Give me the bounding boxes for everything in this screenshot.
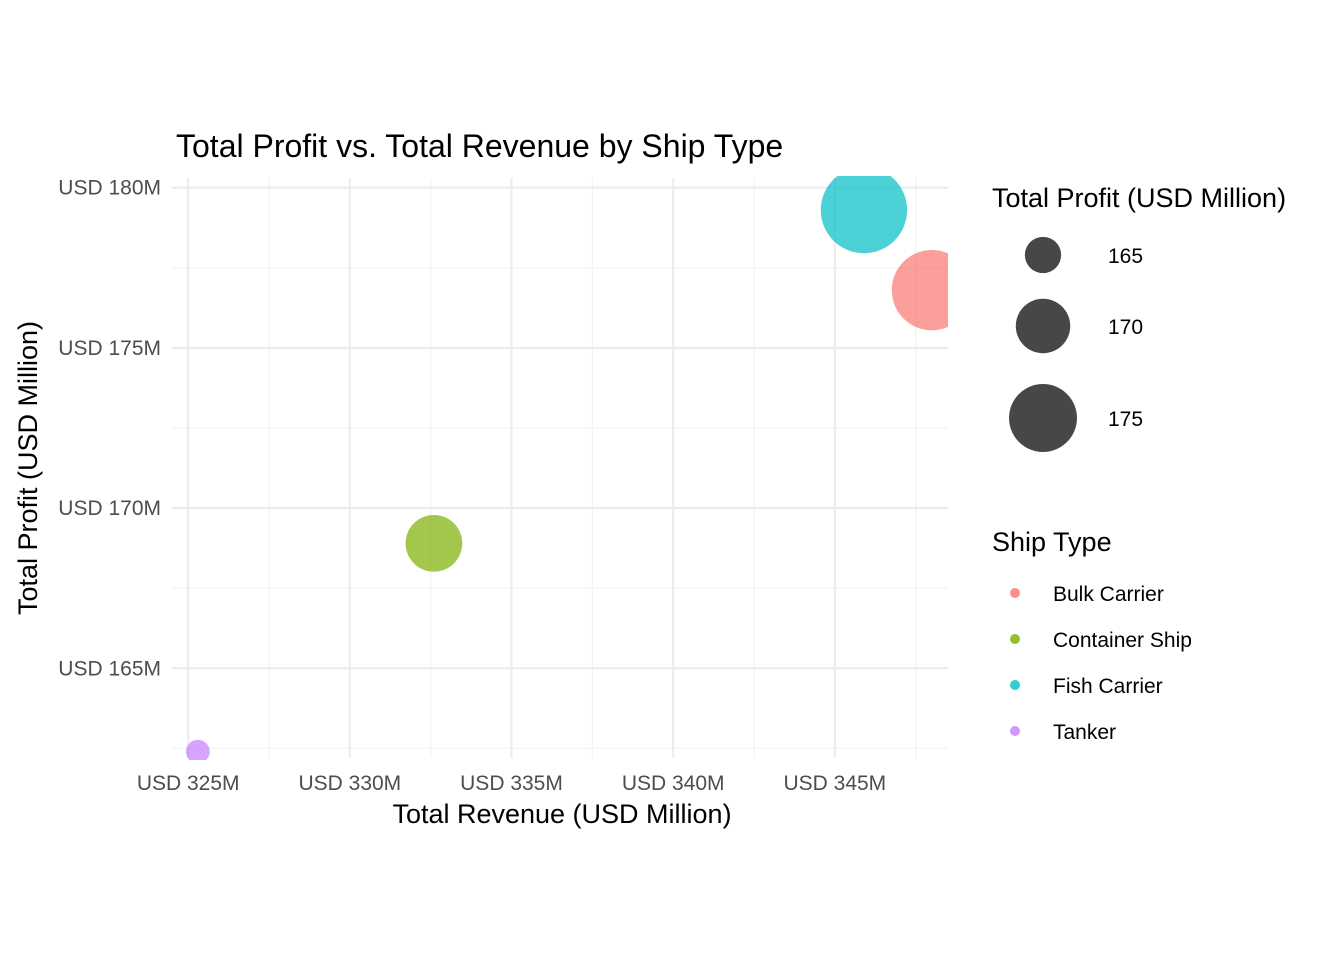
size-legend-label: 170	[1108, 316, 1143, 339]
x-tick-label: USD 345M	[783, 772, 886, 795]
size-legend: Total Profit (USD Million) 165 170 175	[992, 183, 1286, 452]
color-legend-label: Fish Carrier	[1053, 675, 1163, 698]
bubble-point[interactable]	[891, 250, 972, 331]
color-legend-key	[1010, 634, 1020, 644]
x-tick-label: USD 330M	[298, 772, 401, 795]
color-legend-key	[1010, 726, 1020, 736]
x-tick-label: USD 340M	[622, 772, 725, 795]
color-legend-key	[1010, 588, 1020, 598]
y-tick-label: USD 165M	[58, 657, 161, 680]
size-legend-key	[1015, 298, 1071, 354]
y-tick-label: USD 175M	[58, 337, 161, 360]
y-axis-ticks: USD 165M USD 170M USD 175M USD 180M	[58, 177, 161, 681]
size-legend-key	[1024, 236, 1062, 274]
color-legend-label: Tanker	[1053, 721, 1116, 744]
chart-title: Total Profit vs. Total Revenue by Ship T…	[176, 128, 783, 164]
color-legend-title: Ship Type	[992, 527, 1112, 557]
bubble-point[interactable]	[405, 514, 463, 572]
x-axis-ticks: USD 325M USD 330M USD 335M USD 340M USD 345M	[137, 772, 886, 795]
color-legend-key	[1010, 680, 1020, 690]
y-axis-title: Total Profit (USD Million)	[13, 321, 43, 615]
x-tick-label: USD 325M	[137, 772, 240, 795]
y-tick-label: USD 180M	[58, 177, 161, 200]
size-legend-title: Total Profit (USD Million)	[992, 183, 1286, 213]
bubble-point[interactable]	[186, 739, 210, 764]
color-legend-label: Bulk Carrier	[1053, 583, 1164, 606]
bubble-point[interactable]	[820, 167, 908, 254]
size-legend-label: 165	[1108, 245, 1143, 268]
color-legend: Ship Type Bulk Carrier Container Ship Fish…	[992, 527, 1192, 744]
color-legend-label: Container Ship	[1053, 629, 1192, 652]
data-points	[186, 167, 972, 764]
x-tick-label: USD 335M	[460, 772, 563, 795]
x-axis-title: Total Revenue (USD Million)	[392, 799, 731, 829]
size-legend-label: 175	[1108, 408, 1143, 431]
size-legend-key	[1009, 384, 1077, 452]
y-tick-label: USD 170M	[58, 497, 161, 520]
plot-grid	[172, 178, 948, 758]
